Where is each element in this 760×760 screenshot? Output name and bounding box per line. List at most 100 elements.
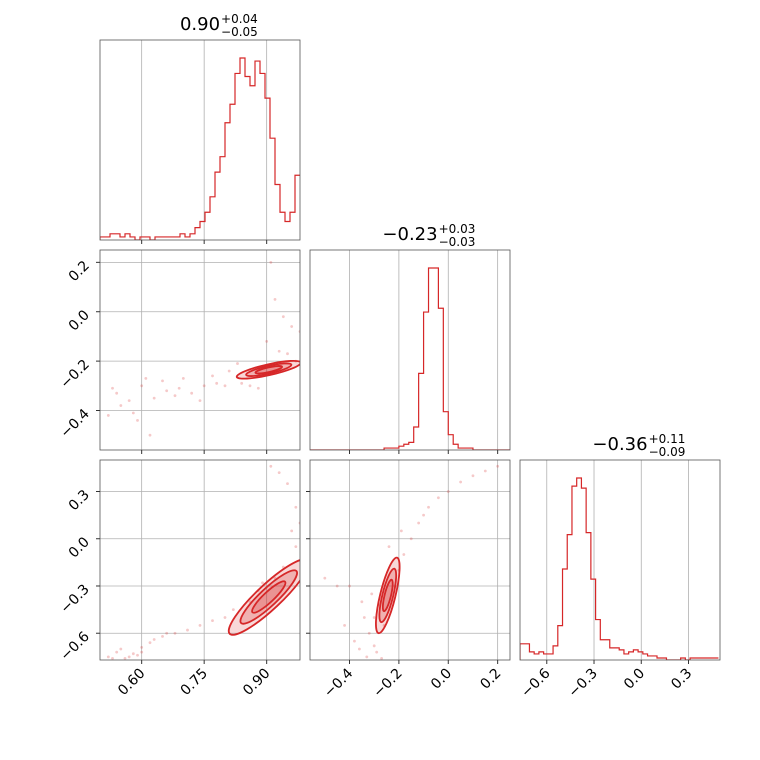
scatter-point (362, 616, 366, 619)
y-tick-label: −0.4 (57, 406, 92, 441)
scatter-point (231, 608, 235, 612)
density-contour (254, 365, 283, 375)
y-tick-label: 0.3 (66, 487, 93, 514)
title-minus: −0.09 (649, 445, 686, 459)
scatter-point (148, 641, 152, 645)
scatter-point (269, 260, 273, 264)
scatter-point (365, 655, 369, 659)
scatter-point (380, 657, 384, 660)
scatter-point (190, 391, 194, 395)
x-tick-label: 0.2 (477, 666, 504, 693)
title-plus: +0.11 (649, 432, 686, 446)
pair-content (310, 460, 510, 660)
scatter-point (286, 352, 289, 356)
scatter-point (119, 404, 123, 407)
scatter-point (357, 647, 361, 651)
pair-content (100, 250, 300, 450)
title-plus: +0.03 (439, 222, 476, 236)
scatter-point (294, 545, 298, 549)
hist-title: −0.36 (592, 434, 647, 455)
scatter-point (402, 553, 406, 556)
x-tick-label: 0.60 (115, 666, 148, 699)
density-contour (251, 580, 287, 614)
hist-title: −0.23 (382, 224, 437, 245)
scatter-point (343, 623, 346, 627)
density-contour (239, 569, 298, 625)
panel-frame (309, 459, 511, 661)
scatter-point (136, 653, 139, 657)
x-tick-label: 0.75 (178, 666, 211, 699)
scatter-point (375, 650, 379, 654)
scatter-point (417, 521, 421, 525)
y-tick-label: −0.3 (57, 581, 92, 616)
x-tick-label: 0.0 (428, 666, 455, 693)
x-tick-label: −0.4 (321, 665, 356, 700)
density-contour (227, 558, 300, 636)
histogram-line (520, 477, 719, 660)
panel-frame (519, 459, 721, 661)
scatter-point (286, 482, 289, 486)
scatter-point (140, 650, 144, 654)
scatter-point (144, 376, 148, 380)
scatter-point (409, 537, 413, 541)
scatter-point (294, 505, 298, 509)
scatter-point (436, 496, 440, 500)
pair-content (100, 460, 300, 660)
scatter-point (186, 628, 189, 632)
scatter-point (281, 315, 285, 319)
x-tick-label: 0.3 (668, 666, 695, 693)
scatter-point (290, 325, 294, 328)
scatter-point (152, 396, 156, 400)
scatter-point (227, 369, 231, 373)
scatter-point (202, 384, 206, 388)
scatter-point (372, 644, 376, 648)
panel-frame (99, 249, 301, 451)
scatter-point (111, 657, 114, 660)
scatter-point (131, 411, 135, 415)
pair-panel-2-1 (306, 459, 511, 664)
scatter-point (198, 623, 202, 627)
scatter-point (127, 655, 131, 659)
scatter-point (123, 657, 127, 660)
scatter-point (106, 655, 110, 659)
panel-frame (309, 249, 511, 451)
scatter-point (265, 339, 269, 343)
scatter-point (173, 394, 177, 398)
scatter-point (335, 584, 339, 588)
scatter-point (290, 529, 294, 533)
scatter-point (161, 634, 164, 638)
scatter-point (119, 647, 123, 651)
y-tick-label: 0.0 (66, 534, 93, 561)
x-tick-label: 0.0 (621, 666, 648, 693)
scatter-point (353, 639, 356, 643)
scatter-point (422, 513, 425, 517)
scatter-point (496, 464, 500, 468)
scatter-point (248, 384, 252, 388)
scatter-point (140, 646, 144, 649)
scatter-point (471, 474, 475, 478)
histogram-line (100, 57, 300, 240)
panel-frame (99, 39, 301, 241)
scatter-point (273, 297, 277, 301)
x-tick-label: 0.90 (240, 666, 273, 699)
scatter-point (277, 471, 281, 474)
scatter-point (427, 505, 430, 509)
scatter-point (131, 652, 135, 656)
scatter-point (140, 384, 144, 388)
scatter-point (370, 592, 374, 596)
scatter-point (459, 480, 463, 484)
x-tick-label: −0.2 (370, 666, 405, 701)
scatter-point (323, 576, 327, 580)
scatter-point (177, 386, 181, 390)
title-median: 0.90 (180, 14, 220, 35)
y-tick-label: −0.2 (57, 357, 92, 392)
scatter-point (483, 469, 487, 473)
title-median: −0.23 (382, 224, 437, 245)
y-tick-label: −0.6 (57, 629, 92, 664)
x-tick-label: −0.3 (565, 666, 600, 701)
title-median: −0.36 (592, 434, 647, 455)
histogram-line (310, 267, 510, 450)
y-tick-label: 0.2 (66, 258, 93, 285)
scatter-point (256, 386, 260, 390)
title-minus: −0.05 (221, 25, 258, 39)
